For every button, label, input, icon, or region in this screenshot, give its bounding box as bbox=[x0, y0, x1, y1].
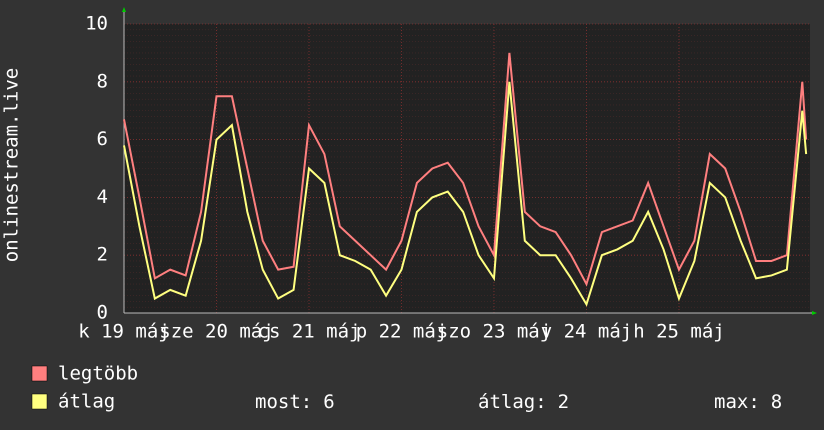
axis-arrow bbox=[122, 7, 126, 12]
x-tick-label: sze 20 máj bbox=[159, 321, 273, 343]
stat: most: 6 bbox=[255, 391, 335, 413]
stat-value: 6 bbox=[323, 391, 334, 413]
legend-swatch bbox=[31, 365, 48, 382]
stat-label: átlag: bbox=[478, 391, 547, 413]
legend-label: átlag bbox=[58, 391, 115, 413]
axis-arrow bbox=[812, 311, 817, 315]
y-tick-label: 4 bbox=[97, 186, 108, 208]
stat-label: most: bbox=[255, 391, 312, 413]
x-tick-label: p 22 máj bbox=[356, 321, 448, 343]
stat-value: 2 bbox=[558, 391, 569, 413]
y-tick-label: 6 bbox=[97, 128, 108, 150]
y-tick-label: 8 bbox=[97, 70, 108, 92]
y-axis-label: onlinestream.live bbox=[1, 68, 23, 262]
y-tick-label: 2 bbox=[97, 244, 108, 266]
stat-label: max: bbox=[714, 391, 760, 413]
series-line bbox=[123, 81, 808, 307]
legend-label: legtöbb bbox=[58, 363, 138, 385]
y-tick-label: 0 bbox=[97, 302, 108, 324]
series-line bbox=[123, 52, 808, 287]
x-tick-label: k 19 máj bbox=[78, 321, 170, 343]
stat: max: 8 bbox=[714, 391, 782, 413]
y-tick-label: 10 bbox=[85, 13, 108, 35]
x-tick-label: szo 23 máj bbox=[437, 321, 551, 343]
legend-swatch bbox=[31, 393, 48, 410]
stat: átlag: 2 bbox=[478, 391, 569, 413]
x-tick-label: h 25 máj bbox=[633, 321, 725, 343]
x-tick-label: cs 21 máj bbox=[258, 321, 361, 343]
x-tick-label: v 24 máj bbox=[541, 321, 633, 343]
stat-value: 8 bbox=[771, 391, 782, 413]
